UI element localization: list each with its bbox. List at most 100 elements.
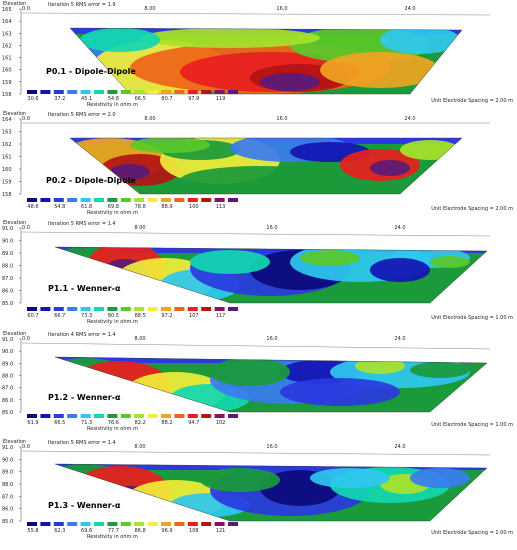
- legend-title: Resistivity in ohm.m: [87, 102, 138, 108]
- legend-swatch: [94, 198, 104, 202]
- legend-swatch: [107, 90, 118, 94]
- legend-value: 88.9: [161, 204, 172, 210]
- y-tick-label: 161: [2, 56, 12, 62]
- x-tick-label: 24.0: [404, 116, 415, 122]
- section-panel-1: Elevation Iteration 5 RMS error = 1.9 165 1…: [2, 1, 513, 108]
- section-outline: [54, 356, 488, 413]
- legend-value: 88.5: [135, 313, 146, 319]
- legend-swatch: [174, 90, 185, 94]
- legend-swatch: [187, 198, 198, 202]
- y-tick-label: 90.0: [2, 239, 13, 245]
- y-tick-label: 88.0: [2, 482, 13, 488]
- iteration-subtitle: Iteration 5 RMS error = 2.0: [48, 112, 116, 118]
- x-tick-label: 0.0: [22, 116, 30, 122]
- legend-swatch: [107, 307, 118, 311]
- y-tick-label: 91.0: [2, 337, 13, 343]
- legend-swatch: [27, 307, 37, 311]
- legend-value: 61.9: [27, 420, 38, 426]
- x-tick-label: 16.0: [266, 225, 277, 231]
- legend-swatch: [214, 414, 225, 418]
- legend-swatch: [27, 414, 37, 418]
- y-tick-label: 89.0: [2, 361, 13, 367]
- surface-line: [21, 342, 491, 350]
- y-tick-label: 158: [2, 92, 12, 98]
- legend-swatch: [134, 307, 145, 311]
- section-title: P1.1 - Wenner-α: [48, 284, 121, 293]
- section-outline: [54, 246, 488, 304]
- legend-swatch: [53, 198, 64, 202]
- y-axis-label: Elevation: [3, 439, 26, 445]
- legend-value: 113: [216, 204, 226, 210]
- legend-swatch: [187, 90, 198, 94]
- y-tick-label: 162: [2, 43, 12, 49]
- legend-swatch: [27, 90, 37, 94]
- legend-swatch: [214, 522, 225, 526]
- resistivity-section: [55, 247, 487, 303]
- legend-swatch: [94, 307, 104, 311]
- legend-value: 82.2: [135, 420, 146, 426]
- y-axis-label: Elevation: [3, 220, 26, 226]
- color-legend: 48.6 54.8 61.8 69.8 78.8 88.9 100 113 Resistivit…: [27, 198, 238, 216]
- legend-value: 30.6: [27, 96, 38, 102]
- legend-value: 102: [216, 420, 226, 426]
- legend-value: 117: [216, 313, 226, 319]
- legend-swatch: [201, 198, 212, 202]
- surface-line: [21, 12, 491, 16]
- iteration-subtitle: Iteration 5 RMS error = 1.4: [48, 221, 116, 227]
- legend-swatch: [161, 522, 171, 526]
- legend-swatch: [187, 307, 198, 311]
- legend-swatch: [94, 522, 104, 526]
- color-legend: 60.7 66.7 73.3 80.5 88.5 97.2 107 117 Resistivit…: [27, 307, 238, 325]
- legend-title: Resistivity in ohm.m: [87, 534, 138, 540]
- legend-swatch: [53, 307, 64, 311]
- legend-value: 69.8: [108, 204, 119, 210]
- section-outline: [69, 137, 463, 195]
- x-tick-label: 8.00: [134, 444, 145, 450]
- electrode-spacing-note: Unit Electrode Spacing = 2.00 m: [431, 98, 513, 104]
- legend-swatch: [174, 198, 185, 202]
- legend-swatch: [40, 414, 51, 418]
- legend-swatch: [228, 307, 238, 311]
- legend-swatch: [147, 90, 158, 94]
- resistivity-section: [70, 138, 462, 194]
- legend-swatch: [40, 90, 51, 94]
- legend-value: 37.2: [54, 96, 65, 102]
- legend-value: 108: [189, 528, 199, 534]
- x-tick-label: 16.0: [276, 6, 287, 12]
- legend-value: 121: [216, 528, 226, 534]
- y-tick-label: 162: [2, 142, 12, 148]
- legend-swatch: [134, 414, 145, 418]
- legend-swatch: [174, 414, 185, 418]
- section-outline: [54, 463, 488, 522]
- legend-swatch: [67, 522, 78, 526]
- electrode-spacing-note: Unit Electrode Spacing = 1.00 m: [431, 530, 513, 536]
- legend-swatch: [214, 198, 225, 202]
- legend-swatch: [40, 522, 51, 526]
- y-tick-label: 90.0: [2, 457, 13, 463]
- legend-swatch: [94, 90, 104, 94]
- legend-swatch: [161, 198, 171, 202]
- legend-swatch: [67, 414, 78, 418]
- legend-swatch: [80, 198, 91, 202]
- y-tick-label: 160: [2, 167, 12, 173]
- legend-swatch: [201, 414, 212, 418]
- legend-swatch: [161, 90, 171, 94]
- x-tick-label: 24.0: [394, 225, 405, 231]
- y-tick-label: 91.0: [2, 226, 13, 232]
- surface-line: [21, 231, 491, 237]
- legend-swatch: [67, 198, 78, 202]
- color-legend: 30.6 37.2 45.1 54.8 66.5 80.7 97.9 119 Resistivi…: [27, 90, 238, 108]
- legend-value: 97.9: [188, 96, 199, 102]
- legend-swatch: [107, 198, 118, 202]
- legend-value: 100: [189, 204, 199, 210]
- legend-swatch: [120, 198, 131, 202]
- x-tick-label: 24.0: [394, 336, 405, 342]
- y-tick-label: 159: [2, 180, 12, 186]
- legend-title: Resistivity in ohm.m: [87, 210, 138, 216]
- legend-swatch: [107, 414, 118, 418]
- y-tick-label: 161: [2, 155, 12, 161]
- y-tick-label: 89.0: [2, 470, 13, 476]
- y-tick-label: 163: [2, 130, 12, 136]
- legend-value: 62.3: [54, 528, 65, 534]
- legend-value: 119: [216, 96, 226, 102]
